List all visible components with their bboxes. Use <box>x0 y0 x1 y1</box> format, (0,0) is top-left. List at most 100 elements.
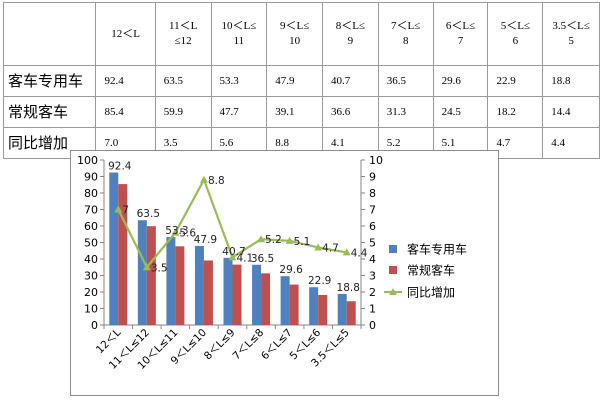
table-cell: 53.3 <box>210 65 268 97</box>
y2-tick-label: 2 <box>369 286 376 299</box>
y-tick-label: 10 <box>84 303 98 316</box>
line-data-label: 8.8 <box>208 175 225 187</box>
y-tick-label: 100 <box>77 154 98 167</box>
table-cell: 47.7 <box>210 96 268 128</box>
legend-label: 常规客车 <box>407 263 455 278</box>
table-cell: 31.3 <box>377 96 434 128</box>
bar-series-1 <box>280 276 290 325</box>
table-header-cell: 9＜L≤ 10 <box>266 2 324 66</box>
line-marker <box>142 263 151 271</box>
y2-tick-label: 10 <box>369 154 383 167</box>
legend-marker <box>389 288 397 295</box>
bar-series-1 <box>109 172 119 325</box>
table-header-cell: 6＜L≤ 7 <box>432 2 489 66</box>
bar-data-label: 53.3 <box>165 225 188 237</box>
bar-series-1 <box>166 237 176 325</box>
table-cell: 24.5 <box>432 96 489 128</box>
line-marker <box>199 175 208 183</box>
line-marker <box>114 205 123 213</box>
line-data-label: 3.5 <box>151 262 168 274</box>
bar-data-label: 40.7 <box>222 246 245 258</box>
bar-series-2 <box>118 184 128 325</box>
bar-data-label: 22.9 <box>308 275 331 287</box>
legend-swatch <box>389 266 397 274</box>
bar-data-label: 63.5 <box>137 208 160 220</box>
table-header-cell: 8＜L≤ 9 <box>322 2 379 66</box>
line-data-label: 4.1 <box>237 252 254 264</box>
table-cell: 59.9 <box>154 96 212 128</box>
bar-data-label: 18.8 <box>337 282 360 294</box>
bar-data-label: 92.4 <box>108 161 132 173</box>
table-header-cell: 5＜L≤ 6 <box>487 2 544 66</box>
line-data-label: 5.1 <box>294 236 311 248</box>
y-tick-label: 20 <box>84 286 98 299</box>
bar-series-1 <box>223 257 233 325</box>
line-marker <box>228 253 237 261</box>
data-table: 12＜L 11＜L ≤12 10＜L≤ 11 9＜L≤ 10 8＜L≤ 9 7＜L≤ 8 6＜L≤ 7 5… <box>2 2 600 159</box>
line-marker <box>285 236 294 244</box>
table-cell: 36.6 <box>322 96 379 128</box>
table-cell: 4.7 <box>487 127 544 159</box>
table-header-cell: 12＜L <box>95 2 156 66</box>
bar-series-2 <box>175 246 185 325</box>
legend-swatch <box>389 245 397 253</box>
bar-series-1 <box>194 245 204 325</box>
table-cell: 18.8 <box>542 65 600 97</box>
table-corner-cell <box>2 2 97 66</box>
legend-label: 客车专用车 <box>407 242 467 257</box>
table-row: 同比增加 7.0 3.5 5.6 8.8 4.1 5.2 5.1 4.7 4.4 <box>2 127 600 159</box>
y2-tick-label: 8 <box>369 187 376 200</box>
y2-tick-label: 0 <box>369 319 376 332</box>
line-data-label: 5.2 <box>265 234 282 246</box>
table-cell: 63.5 <box>154 65 212 97</box>
combo-chart: 0 10 20 30 40 50 60 70 80 90 100 0 1 2 3 4 5 6 7 8 9 10 92.4 63… <box>77 154 467 372</box>
table-header-cell: 3.5＜L≤ 5 <box>542 2 600 66</box>
table-cell: 39.1 <box>266 96 324 128</box>
bar-series-2 <box>232 264 242 325</box>
table-cell: 14.4 <box>542 96 600 128</box>
y-tick-label: 50 <box>84 237 98 250</box>
line-data-label: 4.4 <box>351 247 368 259</box>
bar-series-2 <box>146 226 156 325</box>
table-cell: 22.9 <box>487 65 544 97</box>
table-row-label: 客车专用车 <box>2 65 97 97</box>
table-header-cell: 11＜L ≤12 <box>154 2 212 66</box>
y2-tick-label: 4 <box>369 253 376 266</box>
table-row: 客车专用车 92.4 63.5 53.3 47.9 40.7 36.5 29.6 22.9 18.… <box>2 65 600 97</box>
table-cell: 36.5 <box>377 65 434 97</box>
bar-data-label: 36.5 <box>251 253 274 265</box>
bar-series-1 <box>337 293 347 325</box>
table-header-cell: 7＜L≤ 8 <box>377 2 434 66</box>
bar-series-1 <box>252 264 262 325</box>
bar-series-2 <box>318 294 328 325</box>
table-row-label: 常规客车 <box>2 96 97 128</box>
bar-series-2 <box>289 284 299 325</box>
y-tick-label: 90 <box>84 171 98 184</box>
y-tick-label: 60 <box>84 220 98 233</box>
table-cell: 40.7 <box>322 65 379 97</box>
y2-tick-label: 6 <box>369 220 376 233</box>
bar-data-label: 47.9 <box>194 234 217 246</box>
line-marker <box>171 228 180 236</box>
y2-tick-label: 7 <box>369 204 376 217</box>
y-tick-label: 30 <box>84 270 98 283</box>
table-cell: 4.4 <box>542 127 600 159</box>
y-tick-label: 0 <box>91 319 98 332</box>
line-data-label: 7 <box>122 205 129 217</box>
y2-tick-label: 5 <box>369 237 376 250</box>
y-tick-label: 40 <box>84 253 98 266</box>
bar-series-1 <box>309 287 319 325</box>
table-header-cell: 10＜L≤ 11 <box>210 2 268 66</box>
bar-series-1 <box>137 220 147 325</box>
y-tick-label: 80 <box>84 187 98 200</box>
table-row: 常规客车 85.4 59.9 47.7 39.1 36.6 31.3 24.5 18.2 14.4 <box>2 96 600 128</box>
y2-tick-label: 3 <box>369 270 376 283</box>
line-marker <box>314 243 323 251</box>
line-marker <box>257 235 266 243</box>
table-cell: 85.4 <box>95 96 156 128</box>
bar-series-2 <box>261 273 271 325</box>
line-data-label: 4.7 <box>322 242 339 254</box>
table-cell: 47.9 <box>266 65 324 97</box>
table-cell: 29.6 <box>432 65 489 97</box>
table-cell: 18.2 <box>487 96 544 128</box>
